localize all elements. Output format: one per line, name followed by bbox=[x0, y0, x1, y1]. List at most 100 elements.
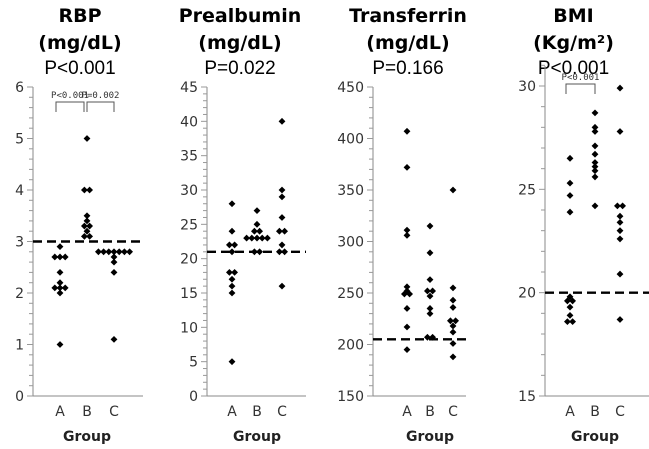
x-category-label: A bbox=[227, 404, 237, 420]
data-point-a bbox=[566, 208, 574, 216]
data-point-a bbox=[228, 289, 236, 297]
y-tick-label: 350 bbox=[337, 183, 364, 199]
data-point-a bbox=[403, 346, 411, 354]
plot-area: 0 5 10 15 20 25 30 35 40 45 A B C Group bbox=[180, 80, 306, 445]
data-point-c bbox=[281, 248, 288, 256]
data-point-c bbox=[616, 219, 624, 226]
data-point-b bbox=[81, 186, 88, 194]
data-point-a bbox=[403, 283, 411, 291]
data-point-b bbox=[591, 159, 599, 166]
data-point-b bbox=[591, 109, 599, 117]
data-point-a bbox=[406, 290, 413, 298]
x-category-label: C bbox=[277, 404, 287, 420]
data-point-c bbox=[619, 202, 626, 210]
data-point-c bbox=[614, 202, 621, 210]
data-point-c bbox=[105, 248, 113, 256]
x-category-label: A bbox=[565, 404, 575, 420]
data-point-b bbox=[591, 128, 599, 135]
data-point-b bbox=[243, 234, 250, 242]
y-tick-label: 25 bbox=[180, 217, 198, 233]
data-point-a bbox=[403, 127, 411, 135]
data-point-a bbox=[231, 269, 238, 276]
data-point-a bbox=[56, 253, 64, 261]
data-point-c bbox=[449, 322, 457, 330]
data-point-b bbox=[86, 222, 93, 230]
data-point-b bbox=[429, 333, 436, 341]
y-tick-label: 300 bbox=[337, 235, 364, 251]
data-point-c bbox=[616, 212, 624, 220]
data-point-a bbox=[61, 284, 69, 292]
data-point-c bbox=[121, 248, 128, 256]
data-point-a bbox=[228, 248, 236, 256]
panel-transferrin: Transferrin (mg/dL) P=0.166 150 200 250 300… bbox=[328, 0, 488, 449]
data-point-a bbox=[228, 282, 236, 290]
data-point-b bbox=[248, 234, 256, 242]
data-point-b bbox=[426, 249, 434, 257]
data-point-b bbox=[83, 217, 91, 225]
x-category-label: A bbox=[402, 404, 412, 420]
data-point-a bbox=[228, 358, 236, 366]
data-point-c bbox=[281, 227, 288, 235]
data-point-a bbox=[231, 241, 238, 249]
data-point-c bbox=[616, 227, 624, 235]
data-point-a bbox=[61, 253, 69, 261]
data-point-c bbox=[278, 117, 286, 125]
y-tick-label: 150 bbox=[337, 389, 364, 405]
data-point-c bbox=[110, 248, 118, 256]
data-point-b bbox=[81, 222, 88, 230]
data-point-c bbox=[449, 284, 457, 292]
data-point-c bbox=[449, 304, 457, 311]
data-point-c bbox=[449, 296, 457, 304]
data-point-a bbox=[403, 163, 411, 171]
y-tick-label: 40 bbox=[180, 114, 198, 130]
data-point-a bbox=[403, 231, 411, 239]
panel-title: RBP bbox=[58, 5, 102, 27]
x-axis-title: Group bbox=[406, 429, 454, 445]
data-point-b bbox=[256, 248, 263, 256]
data-point-a bbox=[56, 269, 64, 276]
panel-bmi: BMI (Kg/m²) P<0.001 15 20 25 30 A B C Group P<0.… bbox=[498, 0, 649, 449]
data-point-a bbox=[226, 269, 233, 276]
y-tick-label: 4 bbox=[15, 183, 24, 199]
data-point-a bbox=[564, 318, 571, 325]
y-tick-label: 400 bbox=[337, 132, 364, 148]
data-point-a bbox=[566, 179, 574, 187]
y-tick-label: 200 bbox=[337, 338, 364, 354]
x-category-label: B bbox=[82, 404, 92, 420]
y-tick-label: 1 bbox=[15, 338, 24, 354]
data-point-c bbox=[110, 269, 118, 276]
y-tick-label: 35 bbox=[180, 149, 198, 165]
y-tick-label: 0 bbox=[189, 389, 198, 405]
data-point-b bbox=[591, 150, 599, 158]
data-point-b bbox=[256, 227, 263, 235]
y-tick-label: 45 bbox=[180, 80, 198, 96]
data-point-b bbox=[591, 163, 599, 170]
data-point-c bbox=[449, 353, 457, 361]
data-point-c bbox=[100, 248, 107, 256]
y-tick-label: 15 bbox=[518, 389, 536, 405]
data-point-b bbox=[264, 234, 271, 242]
data-point-a bbox=[56, 289, 64, 297]
panel-p-value: P=0.166 bbox=[372, 58, 444, 79]
data-point-a bbox=[51, 284, 59, 292]
data-point-c bbox=[449, 186, 457, 194]
data-point-c bbox=[278, 214, 286, 221]
data-point-b bbox=[253, 220, 261, 228]
panel-title: Prealbumin bbox=[178, 5, 302, 27]
plot-area: 15 20 25 30 A B C Group P<0.001 bbox=[518, 64, 649, 445]
y-tick-label: 5 bbox=[15, 132, 24, 148]
x-category-label: C bbox=[615, 404, 625, 420]
x-category-label: B bbox=[425, 404, 435, 420]
panel-prealbumin: Prealbumin (mg/dL) P=0.022 0 5 10 15 20 25 30 3… bbox=[160, 0, 320, 449]
data-point-b bbox=[258, 234, 266, 242]
data-point-a bbox=[56, 279, 64, 287]
data-point-c bbox=[110, 335, 118, 343]
data-point-a bbox=[566, 303, 574, 311]
data-point-b bbox=[591, 142, 599, 150]
data-point-c bbox=[276, 227, 283, 235]
significance-label: P<0.001 bbox=[562, 73, 600, 83]
data-point-a bbox=[566, 154, 574, 162]
data-point-a bbox=[566, 192, 574, 199]
data-point-b bbox=[251, 248, 258, 256]
